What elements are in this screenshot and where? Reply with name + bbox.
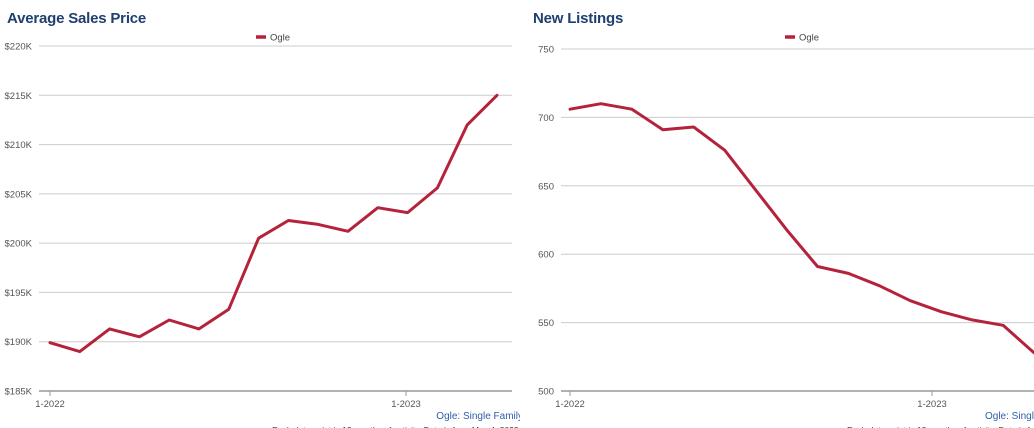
series-line — [48, 93, 499, 354]
y-tick-label: 650 — [538, 181, 554, 192]
legend-label: Ogle — [270, 33, 290, 44]
x-tick-label: 1-2022 — [555, 399, 585, 410]
x-tick-label: 1-2023 — [917, 399, 947, 410]
y-tick-label: 750 — [538, 45, 554, 56]
y-tick-label: $195K — [5, 288, 33, 299]
y-tick-label: 550 — [538, 318, 554, 329]
y-tick-label: $200K — [5, 239, 33, 250]
y-tick-label: $205K — [5, 189, 33, 200]
y-tick-label: 600 — [538, 250, 554, 261]
y-tick-label: $210K — [5, 140, 33, 151]
new-listings-chart: New Listings 500 550 600 650 700 750 1-2022 1-2… — [529, 0, 1034, 428]
footer-note: Each data point is 12 months of activity… — [272, 425, 520, 428]
footer-region-label: Ogle: Single Family — [985, 411, 1034, 422]
series-line — [568, 102, 1034, 355]
y-tick-label: $215K — [5, 91, 33, 102]
average-sales-price-chart: Average Sales Price $185K $190K $195K $200K… — [5, 10, 520, 428]
chart-title: New Listings — [533, 10, 624, 27]
y-tick-label: 500 — [538, 387, 554, 398]
y-tick-label: $220K — [5, 42, 33, 53]
footer-note: Each data point is 12 months of activity… — [847, 425, 1034, 428]
legend-label: Ogle — [799, 33, 819, 44]
y-tick-label: 700 — [538, 113, 554, 124]
footer-region-label: Ogle: Single Family — [436, 411, 520, 422]
average-sales-price-plot: $185K $190K $195K $200K $205K $210K $215K $220K… — [5, 33, 520, 428]
x-tick-label: 1-2022 — [35, 399, 65, 410]
x-tick-label: 1-2023 — [391, 399, 421, 410]
chart-title: Average Sales Price — [7, 10, 147, 27]
y-tick-label: $185K — [5, 387, 33, 398]
y-tick-label: $190K — [5, 337, 33, 348]
new-listings-plot: 500 550 600 650 700 750 1-2022 1-2023 Ogle Ogle: … — [538, 33, 1034, 428]
